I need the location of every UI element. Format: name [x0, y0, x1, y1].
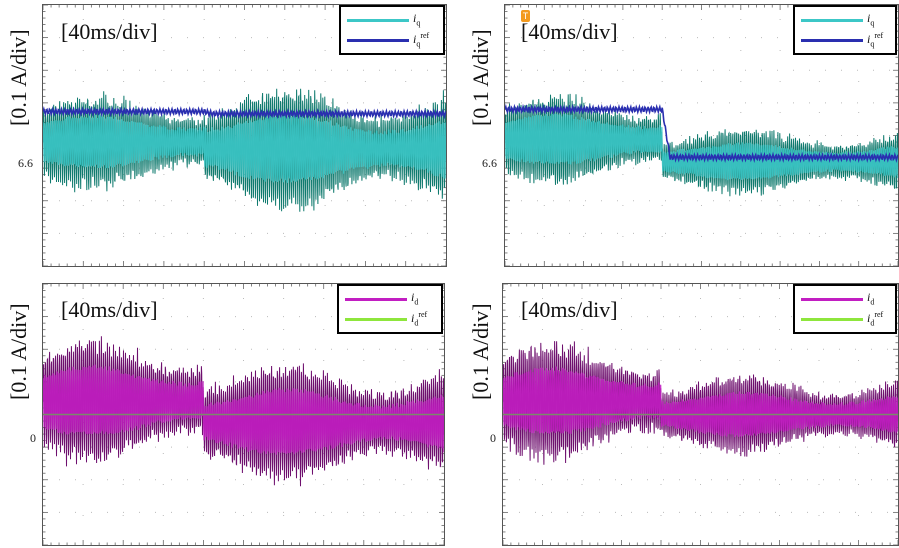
legend-item-iq: iq — [347, 11, 449, 28]
y-axis-label: [0.1 A/div] — [468, 303, 493, 400]
legend-label: iq — [413, 11, 421, 28]
series-i_q-ref-trace — [43, 105, 446, 120]
legend-label: idref — [867, 310, 884, 328]
legend-item-iq-ref: iqref — [801, 31, 899, 49]
legend-item-id: id — [345, 290, 447, 307]
legend-item-id: id — [801, 290, 899, 307]
legend-swatch — [801, 39, 863, 42]
legend-label: id — [867, 290, 875, 307]
timebase-label: [40ms/div] — [61, 19, 158, 44]
legend: iq iqref — [339, 5, 445, 55]
y-axis-label: [0.1 A/div] — [468, 29, 493, 126]
plot-area: [40ms/div] id idref — [42, 283, 445, 546]
timebase-label: [40ms/div] — [521, 297, 618, 322]
legend-item-id-ref: idref — [801, 310, 899, 328]
panel-bottom-right: [0.1 A/div] 0 [40ms/div] id idref — [450, 272, 899, 548]
legend-swatch — [347, 39, 409, 42]
legend-label: iqref — [413, 31, 430, 49]
y-axis-label: [0.1 A/div] — [6, 29, 31, 126]
legend-label: iq — [867, 11, 875, 28]
trigger-marker-icon: T — [521, 10, 530, 22]
legend-item-id-ref: idref — [345, 310, 447, 328]
legend-label: iqref — [867, 31, 884, 49]
panel-bottom-left: [0.1 A/div] 0 [40ms/div] id idref — [0, 272, 450, 548]
series-i_d-trace-bright — [503, 366, 898, 438]
y-tick-label: 0 — [30, 431, 36, 445]
panel-top-left: [0.1 A/div] 6.6 [40ms/div] iq iqref — [0, 0, 450, 272]
legend: id idref — [337, 284, 443, 334]
series-i_q-ref-trace — [505, 103, 898, 164]
y-tick-label: 0 — [490, 431, 496, 445]
plot-svg — [503, 284, 898, 545]
legend-label: id — [411, 290, 419, 307]
plot-svg — [505, 5, 898, 266]
legend-swatch — [801, 19, 863, 22]
series-i_q-trace-bright — [43, 112, 446, 183]
legend-swatch — [347, 19, 409, 22]
legend-item-iq: iq — [801, 11, 899, 28]
plot-area: T [40ms/div] iq iqref — [504, 4, 899, 267]
legend-swatch — [345, 318, 407, 321]
panel-top-right: [0.1 A/div] 6.6 T [40ms/div] iq iqref — [450, 0, 899, 272]
plot-area: [40ms/div] iq iqref — [42, 4, 447, 267]
legend-swatch — [801, 298, 863, 301]
legend-swatch — [345, 298, 407, 301]
legend: iq iqref — [793, 5, 897, 55]
legend: id idref — [793, 284, 897, 334]
timebase-label: [40ms/div] — [521, 19, 618, 44]
legend-label: idref — [411, 310, 428, 328]
plot-svg — [43, 5, 446, 266]
y-axis-label: [0.1 A/div] — [6, 303, 31, 400]
legend-swatch — [801, 318, 863, 321]
y-tick-label: 6.6 — [482, 156, 497, 170]
legend-item-iq-ref: iqref — [347, 31, 449, 49]
y-tick-label: 6.6 — [18, 156, 33, 170]
timebase-label: [40ms/div] — [61, 297, 158, 322]
plot-area: [40ms/div] id idref — [502, 283, 899, 546]
series-i_d-trace-bright — [43, 364, 444, 455]
